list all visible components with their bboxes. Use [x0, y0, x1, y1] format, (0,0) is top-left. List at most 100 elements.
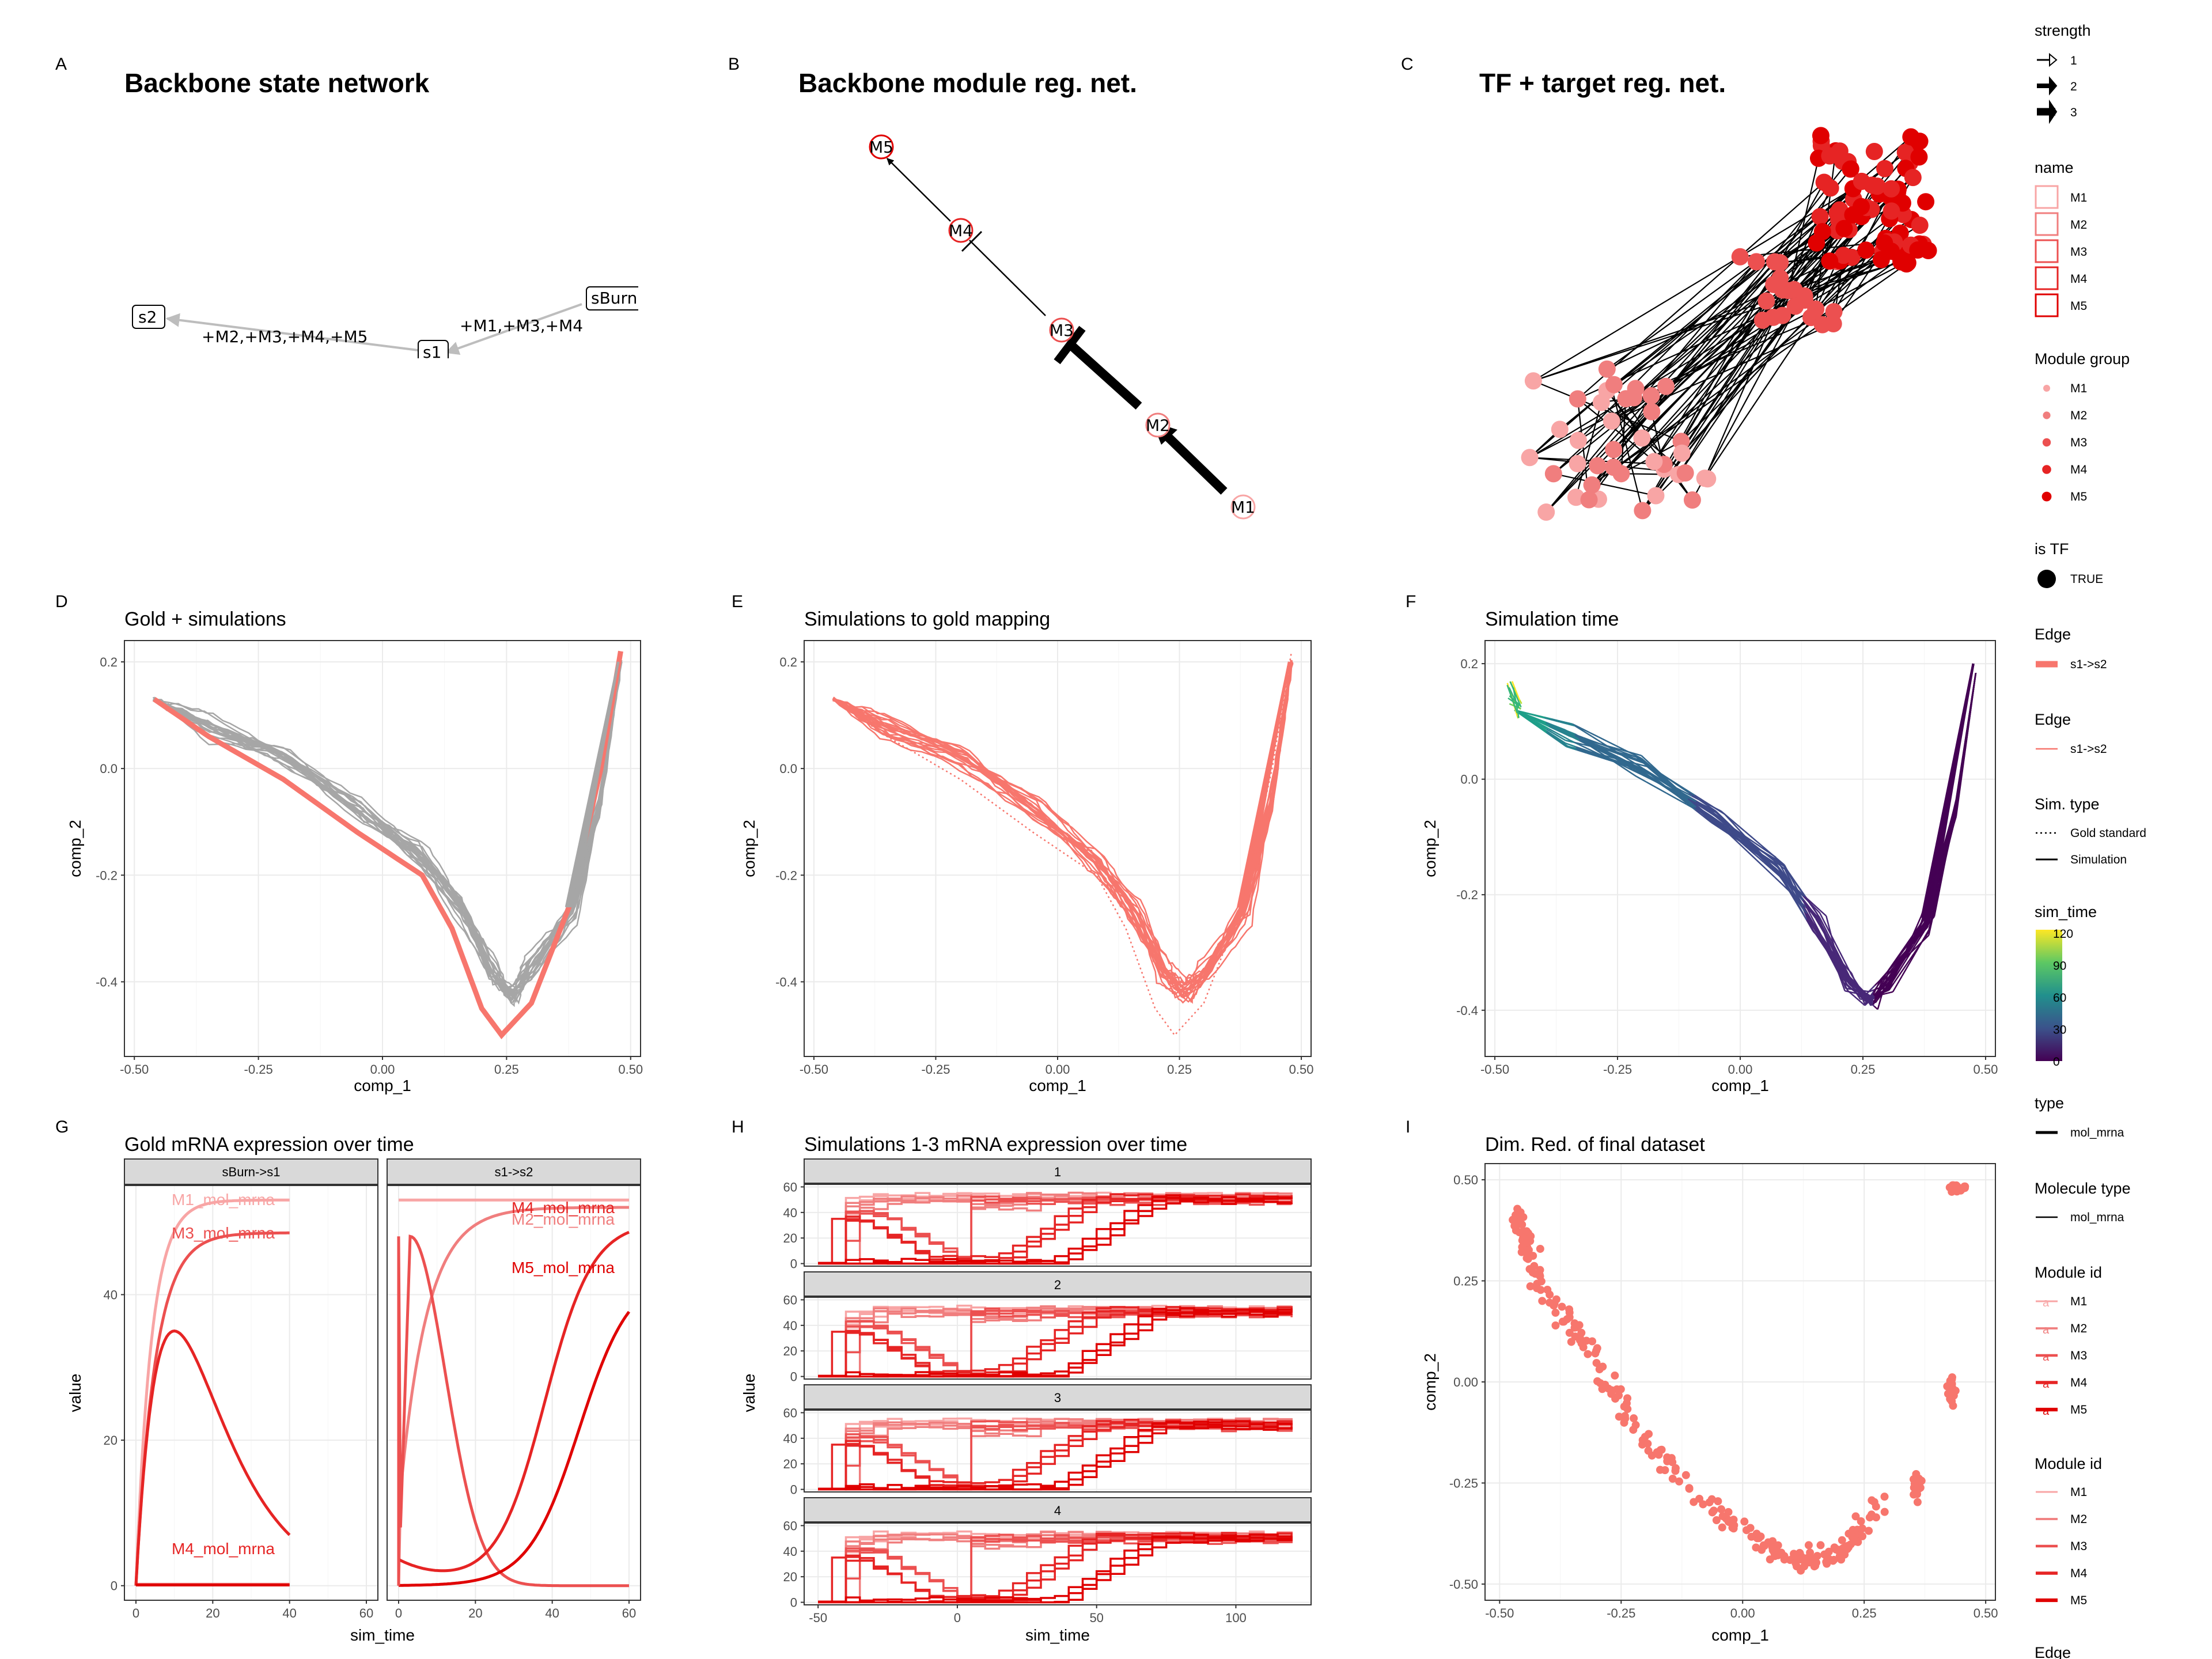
legend-item-module_group: M1: [2070, 382, 2087, 395]
simulation-segment: [1887, 973, 1893, 982]
simulation-segment: [1685, 798, 1697, 808]
y-tick-label: -0.2: [96, 868, 118, 882]
legend-item-sim_type: Gold standard: [2070, 827, 2146, 840]
y-tick-label: 0.0: [100, 762, 118, 776]
network-node-m3: [1758, 292, 1775, 310]
simulation-segment: [1535, 719, 1543, 724]
simulation-segment: [1558, 738, 1566, 744]
x-tick-label: 0.25: [1167, 1062, 1192, 1077]
simulation-segment: [1892, 969, 1899, 980]
simulation-segment: [1866, 997, 1871, 1002]
simulation-segment: [1853, 982, 1857, 986]
simulation-segment: [1869, 997, 1874, 1002]
network-edge: [1578, 261, 1757, 441]
simulation-segment: [1881, 978, 1889, 987]
simulation-segment: [1885, 966, 1893, 974]
simulation-segment: [1785, 869, 1792, 877]
simulation-segment: [1583, 730, 1593, 737]
facet-1: sBurn->s1 0 20 40 60 0 20 40: [104, 1158, 378, 1620]
data-point: [1551, 1308, 1560, 1317]
plot-border: [124, 640, 641, 1057]
y-tick-label: 20: [783, 1457, 797, 1471]
simulation-segment: [1880, 993, 1883, 995]
simulation-segment: [1728, 833, 1739, 843]
expression-line-m4: [397, 1230, 630, 1573]
simulation-segment: [1933, 902, 1938, 917]
data-point: [1643, 1440, 1652, 1448]
expression-line-m4: [134, 1330, 291, 1586]
simulation-segment: [1893, 963, 1900, 974]
legend-item-module_id1: M5: [2070, 1403, 2087, 1416]
simulation-segment: [1887, 973, 1895, 984]
simulation-segment: [1611, 747, 1622, 752]
simulation-segment: [1957, 776, 1962, 794]
simulation-segment: [1779, 876, 1785, 882]
data-point: [1724, 1517, 1733, 1526]
network-node-m4: [1883, 202, 1900, 220]
simulation-segment: [1883, 984, 1887, 987]
simulation-segment: [1722, 817, 1732, 827]
simulation-segment: [1694, 809, 1704, 817]
network-node-m2: [1683, 491, 1701, 509]
simulation-segment: [1843, 967, 1848, 975]
simulation-segment: [1786, 881, 1793, 891]
simulation-segment: [1960, 753, 1964, 770]
y-tick-label: 0.50: [1453, 1173, 1478, 1187]
legend-item-name: M1: [2070, 191, 2087, 204]
y-tick-label: 20: [783, 1570, 797, 1584]
panel-f: F Simulation time -0.50 -0.25 0.00 0.25 0.50 -0…: [1406, 592, 1998, 1094]
network-node-m4: [1911, 216, 1929, 234]
data-point: [1522, 1227, 1531, 1236]
simulation-segment: [1583, 737, 1593, 742]
panel-i: I Dim. Red. of final dataset -0.50 -0.25 0.0…: [1406, 1118, 1998, 1644]
simulation-segment: [1745, 845, 1754, 853]
data-point: [1575, 1321, 1584, 1330]
simulation-segment: [1876, 995, 1879, 998]
simulation-segment: [1709, 814, 1718, 821]
simulation-segment: [1892, 960, 1900, 968]
expression-line-m5: [818, 1194, 1293, 1264]
legend-item-type: mol_mrna: [2070, 1126, 2124, 1139]
simulation-segment: [1877, 1004, 1880, 1010]
simulation-segment: [1887, 971, 1894, 980]
network-node-m4: [1865, 143, 1883, 161]
network-node-m2: [1634, 502, 1652, 520]
x-tick-label: 0.00: [1728, 1062, 1753, 1077]
simulation-segment: [1565, 740, 1575, 744]
simulation-segment: [1713, 814, 1722, 822]
network-node-m2: [1544, 465, 1562, 483]
simulation-segment: [1853, 980, 1858, 985]
y-tick-label: 0: [790, 1370, 797, 1384]
simulation-segment: [1805, 919, 1811, 927]
simulation-segment: [1815, 918, 1821, 927]
network-edge: [1704, 188, 1899, 479]
simulation-segment: [1559, 721, 1568, 725]
y-tick-label: 40: [783, 1319, 797, 1333]
edge-m1-m2: [1164, 433, 1228, 495]
facet-3: 3 0 20 40 60: [783, 1384, 1312, 1497]
simulation-segment: [1794, 900, 1800, 908]
simulation-segment: [1600, 748, 1610, 752]
legend-item-module_id1: M2: [2070, 1322, 2087, 1335]
network-node-m3: [1764, 308, 1782, 326]
simulation-segment: [1851, 983, 1855, 987]
data-point: [1536, 1244, 1544, 1253]
simulation-segment: [1764, 852, 1775, 859]
simulation-segment: [1668, 789, 1678, 797]
plot-border: [804, 1522, 1312, 1605]
simulation-segment: [1891, 973, 1898, 983]
simulation-segment: [1562, 730, 1570, 736]
legend-item-module_id2: M4: [2070, 1567, 2087, 1580]
data-point: [1718, 1523, 1726, 1532]
panel-f-letter: F: [1406, 592, 1416, 611]
y-tick-label: 60: [783, 1406, 797, 1420]
data-point: [1708, 1508, 1717, 1517]
module-node-m5-label: M5: [869, 138, 893, 157]
simulation-segment: [1874, 1000, 1878, 1003]
simulation-segment: [1829, 956, 1834, 964]
data-point: [1740, 1517, 1749, 1526]
facet-strip-label: 1: [1054, 1165, 1061, 1179]
facet-strip-label: s1->s2: [495, 1165, 533, 1179]
network-edge: [1787, 157, 1821, 291]
series-label-m1: M1_mol_mrna: [172, 1191, 275, 1209]
